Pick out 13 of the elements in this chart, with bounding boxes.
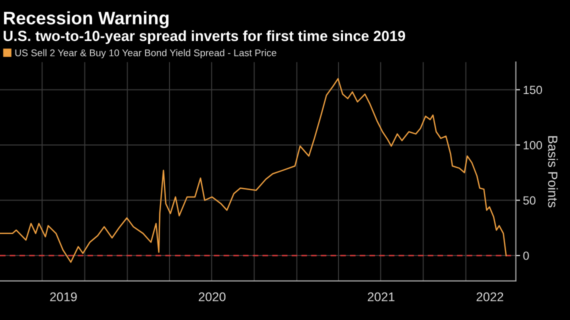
y-tick-label: 0 <box>523 252 529 260</box>
line-series <box>0 78 507 263</box>
legend-label: US Sell 2 Year & Buy 10 Year Bond Yield Spread - Last Price <box>15 49 276 58</box>
y-tick-label: 150 <box>524 86 542 94</box>
chart-subtitle: U.S. two-to-10-year spread inverts for first time since 2019 <box>4 30 406 44</box>
x-tick-label: 2021 <box>368 292 394 302</box>
x-tick-label: 2020 <box>198 292 226 302</box>
x-tick-label: 2019 <box>50 292 77 302</box>
y-tick-label: 50 <box>523 196 536 205</box>
y-tick-label: 100 <box>524 141 542 150</box>
y-axis-title: Basis Points <box>548 136 558 208</box>
chart-title: Recession Warning <box>4 11 169 28</box>
x-tick-label: 2022 <box>476 292 504 302</box>
